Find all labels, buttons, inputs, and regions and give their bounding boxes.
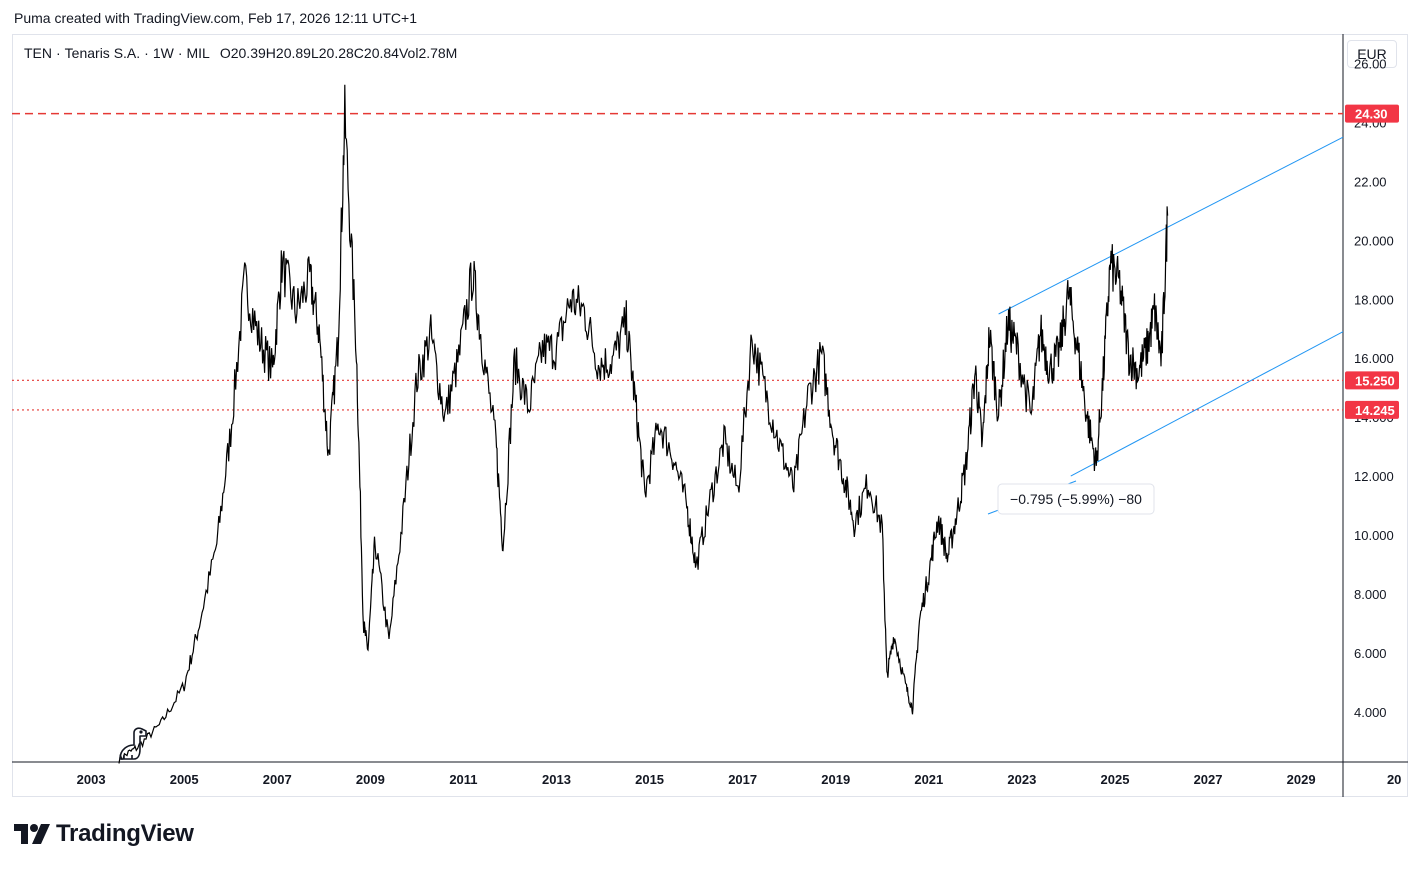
- chart-caption: Puma created with TradingView.com, Feb 1…: [14, 10, 417, 26]
- separator: ·: [177, 45, 183, 61]
- symbol-ticker[interactable]: TEN: [24, 45, 52, 61]
- separator: ·: [56, 45, 61, 61]
- chart-frame: [12, 34, 1408, 797]
- high-value: 20.89: [275, 45, 311, 61]
- symbol-name: Tenaris S.A.: [64, 45, 141, 61]
- low-label: L: [310, 45, 319, 61]
- low-value: 20.28: [318, 45, 354, 61]
- close-value: 20.84: [363, 45, 399, 61]
- close-label: C: [353, 45, 364, 61]
- symbol-info-row: TEN · Tenaris S.A. · 1W · MIL O20.39H20.89L20.2…: [24, 45, 457, 61]
- symbol-exchange: MIL: [186, 45, 210, 61]
- symbol-interval[interactable]: 1W: [152, 45, 174, 61]
- tradingview-logo: TradingView: [14, 820, 194, 848]
- volume-label: Vol: [398, 45, 419, 61]
- high-label: H: [265, 45, 276, 61]
- tradingview-logo-icon: [14, 824, 50, 844]
- volume-value: 2.78M: [418, 45, 458, 61]
- currency-button[interactable]: EUR: [1347, 40, 1397, 68]
- open-value: 20.39: [230, 45, 266, 61]
- open-label: O: [219, 45, 231, 61]
- tradingview-logo-text: TradingView: [56, 820, 194, 847]
- separator: ·: [144, 45, 149, 61]
